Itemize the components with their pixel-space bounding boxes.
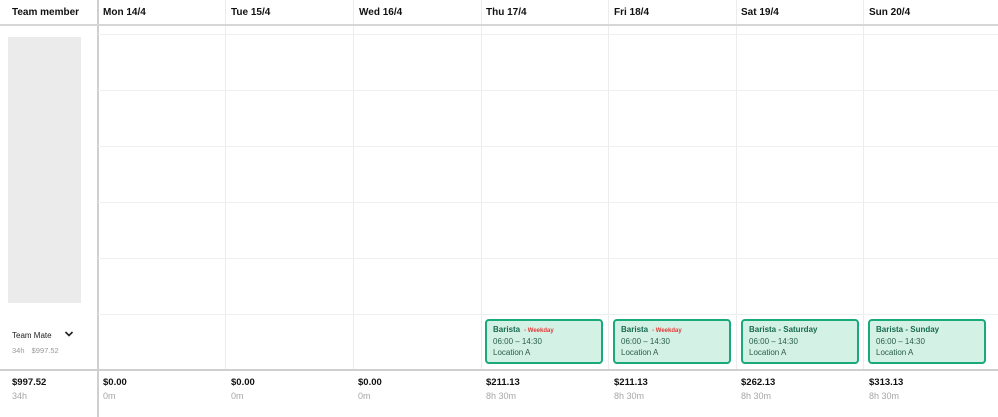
total-hours: 34h [12,391,28,401]
total-amount: $997.52 [12,377,47,388]
day-total-amount: $0.00 [358,377,382,388]
team-member-header: Team member [12,7,80,18]
shift-tag: - Weekday [524,328,554,334]
row-divider [98,146,998,147]
header-row [0,0,998,26]
day-divider [736,0,737,369]
day-header-thu[interactable]: Thu 17/4 [486,7,527,18]
row-divider [98,202,998,203]
day-total-hours: 0m [103,391,116,401]
day-divider [225,0,226,369]
day-total-wed: $0.00 0m [358,377,382,401]
day-total-mon: $0.00 0m [103,377,127,401]
day-total-fri: $211.13 8h 30m [614,377,648,401]
shift-title: Barista [621,325,649,334]
day-total-tue: $0.00 0m [231,377,255,401]
day-header-tue[interactable]: Tue 15/4 [231,7,271,18]
day-divider [863,0,864,369]
day-total-amount: $211.13 [486,377,520,388]
day-total-amount: $0.00 [103,377,127,388]
row-divider [98,314,998,315]
shift-time: 06:00 – 14:30 [621,337,670,346]
team-member-row-header[interactable]: Team Mate 34h $997.52 [12,325,74,355]
day-divider [481,0,482,369]
shift-title: Barista - Saturday [749,325,818,334]
shift-time: 06:00 – 14:30 [493,337,542,346]
shift-card[interactable]: Barista - Sunday 06:00 – 14:30 Location … [868,319,986,364]
shift-title: Barista [493,325,521,334]
totals-divider [0,369,998,371]
shift-card[interactable]: Barista - Weekday 06:00 – 14:30 Location … [485,319,603,364]
day-header-fri[interactable]: Fri 18/4 [614,7,650,18]
day-total-sun: $313.13 8h 30m [869,377,903,401]
shift-title: Barista - Sunday [876,325,940,334]
day-total-hours: 0m [358,391,371,401]
row-divider [98,90,998,91]
day-header-mon[interactable]: Mon 14/4 [103,7,146,18]
row-divider [98,34,998,35]
day-total-hours: 8h 30m [741,391,772,401]
member-list-placeholder [8,37,81,303]
shift-card[interactable]: Barista - Weekday 06:00 – 14:30 Location … [613,319,731,364]
shift-time: 06:00 – 14:30 [749,337,798,346]
shift-location: Location A [749,348,787,357]
day-total-amount: $0.00 [231,377,255,388]
day-total-hours: 0m [231,391,244,401]
day-total-hours: 8h 30m [486,391,517,401]
shift-card[interactable]: Barista - Saturday 06:00 – 14:30 Locatio… [741,319,859,364]
team-member-hours: 34h [12,346,25,355]
member-column-divider [97,0,99,417]
day-total-sat: $262.13 8h 30m [741,377,775,401]
shift-location: Location A [493,348,531,357]
day-total-hours: 8h 30m [614,391,645,401]
team-member-name: Team Mate [12,331,52,340]
day-header-sat[interactable]: Sat 19/4 [741,7,779,18]
chevron-down-icon[interactable] [64,330,74,338]
day-total-thu: $211.13 8h 30m [486,377,520,401]
row-divider [98,258,998,259]
shift-time: 06:00 – 14:30 [876,337,925,346]
day-total-amount: $313.13 [869,377,904,388]
overall-total: $997.52 34h [12,377,46,401]
day-total-amount: $211.13 [614,377,648,388]
shift-location: Location A [621,348,659,357]
day-divider [353,0,354,369]
team-member-cost: $997.52 [31,346,59,355]
team-member-summary: 34h $997.52 [12,346,74,355]
day-divider [608,0,609,369]
shift-location: Location A [876,348,914,357]
day-total-hours: 8h 30m [869,391,900,401]
day-header-sun[interactable]: Sun 20/4 [869,7,911,18]
shift-tag: - Weekday [652,328,682,334]
day-total-amount: $262.13 [741,377,776,388]
day-header-wed[interactable]: Wed 16/4 [359,7,403,18]
